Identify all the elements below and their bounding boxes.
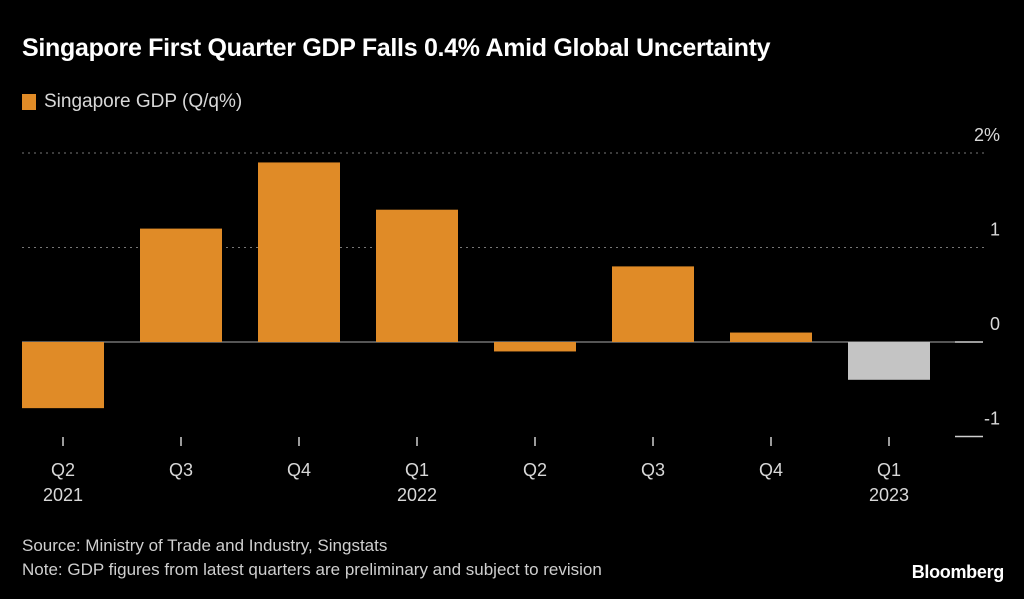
footnote: Note: GDP figures from latest quarters a…	[22, 560, 602, 579]
x-tick-year-label: 2022	[397, 485, 437, 505]
x-tick-label: Q4	[287, 460, 311, 480]
bar	[258, 162, 340, 342]
bloomberg-logo: Bloomberg	[911, 562, 1005, 582]
y-tick-label: 0	[990, 314, 1000, 334]
x-tick-label: Q3	[169, 460, 193, 480]
bar	[848, 342, 930, 380]
legend-label: Singapore GDP (Q/q%)	[44, 91, 243, 112]
y-tick-label: 1	[990, 220, 1000, 240]
bar	[22, 342, 104, 409]
x-tick-year-label: 2021	[43, 485, 83, 505]
x-tick-year-label: 2023	[869, 485, 909, 505]
legend-swatch	[22, 94, 36, 110]
bar	[612, 266, 694, 342]
x-tick-label: Q1	[405, 460, 429, 480]
y-tick-label: 2%	[974, 125, 1000, 145]
x-tick-label: Q3	[641, 460, 665, 480]
legend: Singapore GDP (Q/q%)	[22, 91, 242, 113]
bar	[140, 228, 222, 342]
chart-title: Singapore First Quarter GDP Falls 0.4% A…	[22, 34, 771, 62]
x-tick-label: Q4	[759, 460, 783, 480]
source-note: Source: Ministry of Trade and Industry, …	[22, 536, 388, 555]
x-tick-label: Q2	[523, 460, 547, 480]
bar	[376, 209, 458, 342]
footer: Source: Ministry of Trade and Industry, …	[22, 534, 602, 582]
bar	[494, 342, 576, 352]
x-tick-label: Q2	[51, 460, 75, 480]
x-tick-label: Q1	[877, 460, 901, 480]
y-tick-label: -1	[984, 409, 1000, 429]
bar	[730, 332, 812, 342]
